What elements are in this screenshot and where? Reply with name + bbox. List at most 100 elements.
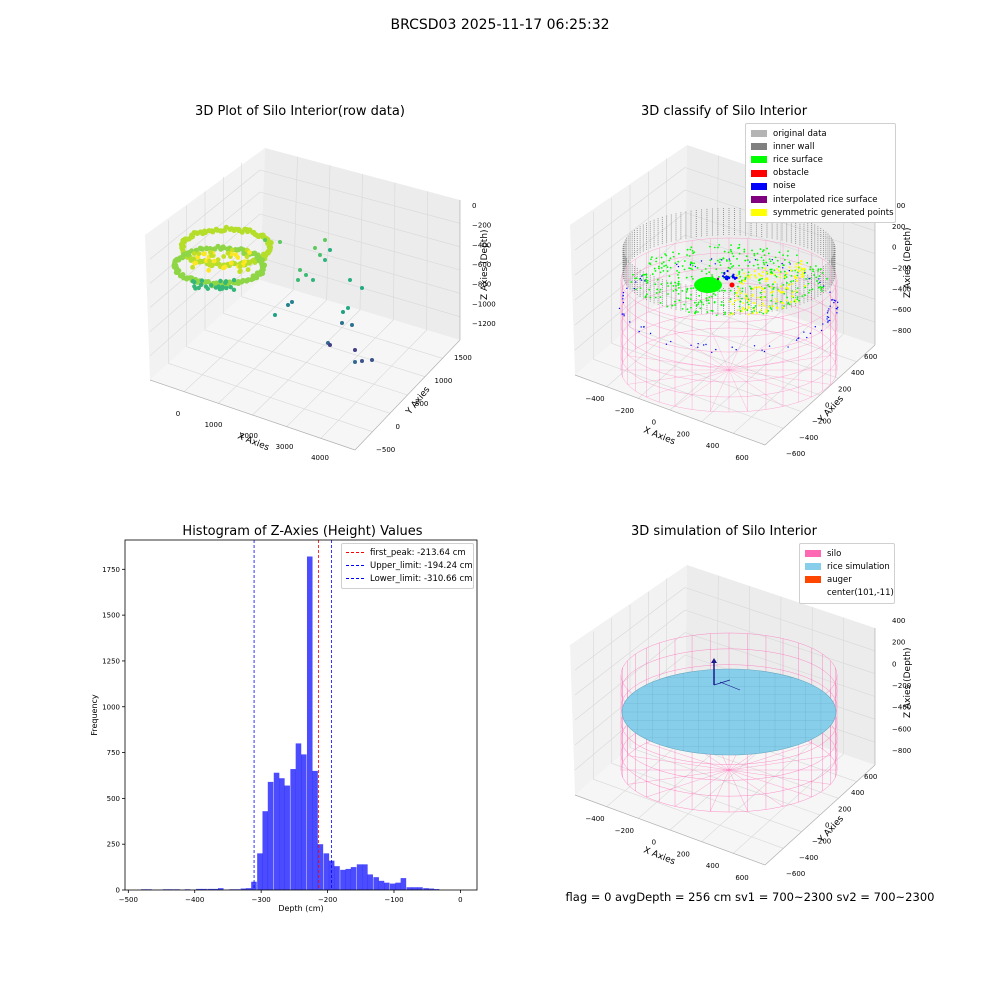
histogram-bar bbox=[196, 888, 202, 890]
tick-label: 600 bbox=[864, 773, 877, 781]
rice-surface-point bbox=[687, 297, 690, 300]
symmetric-point bbox=[745, 297, 748, 300]
noise-point bbox=[710, 258, 713, 260]
histogram-bar bbox=[323, 853, 330, 890]
rice-surface-point bbox=[658, 265, 660, 268]
rice-surface-point bbox=[693, 262, 695, 265]
noise-point bbox=[826, 316, 829, 318]
rice-surface-point bbox=[708, 264, 711, 267]
rice-surface-point bbox=[818, 275, 821, 277]
noise-point bbox=[723, 276, 726, 279]
rice-surface-point bbox=[752, 264, 755, 267]
rice-surface-point bbox=[704, 268, 707, 270]
noise-point bbox=[623, 313, 625, 315]
symmetric-point bbox=[791, 291, 794, 294]
rice-surface-point bbox=[738, 246, 741, 249]
rice-surface-point bbox=[691, 264, 694, 267]
symmetric-point bbox=[753, 286, 756, 289]
point bbox=[190, 264, 195, 270]
point bbox=[323, 238, 327, 242]
tick-label: 0 bbox=[825, 822, 829, 830]
rice-surface-point bbox=[750, 287, 752, 290]
raw-3d-axes-box bbox=[145, 148, 461, 451]
point bbox=[202, 251, 207, 257]
symmetric-point bbox=[736, 294, 739, 297]
noise-point bbox=[665, 343, 668, 345]
histogram-bar bbox=[279, 778, 285, 890]
tick-label: −200 bbox=[472, 222, 491, 230]
silo-spoke bbox=[728, 355, 831, 371]
symmetric-point bbox=[741, 282, 744, 285]
histogram-bar bbox=[433, 889, 440, 890]
symmetric-point bbox=[731, 303, 734, 306]
rice-surface-point bbox=[705, 299, 708, 302]
noise-point bbox=[640, 326, 642, 328]
rice-surface-point bbox=[649, 263, 652, 266]
rice-surface-point bbox=[727, 251, 730, 254]
rice-surface-point bbox=[738, 264, 740, 267]
rice-surface-point bbox=[688, 255, 691, 257]
point bbox=[224, 285, 229, 291]
rice-surface-point bbox=[753, 252, 756, 255]
histogram-bar bbox=[411, 887, 418, 890]
histogram-bar bbox=[295, 743, 302, 890]
rice-surface-point bbox=[668, 275, 671, 278]
tick-label: −600 bbox=[892, 306, 911, 314]
rice-surface-point bbox=[668, 259, 671, 262]
symmetric-point bbox=[771, 290, 774, 293]
rice-surface-point bbox=[708, 296, 711, 299]
rice-surface-point bbox=[744, 277, 747, 280]
rice-surface-point bbox=[666, 270, 669, 273]
noise-point bbox=[635, 281, 637, 283]
symmetric-point bbox=[800, 273, 803, 276]
tick-label: 500 bbox=[415, 400, 428, 408]
noise-point bbox=[726, 276, 729, 280]
point bbox=[273, 313, 277, 317]
noise-point bbox=[826, 318, 828, 320]
rice-surface-point bbox=[761, 250, 764, 253]
legend-item: original data bbox=[751, 127, 890, 140]
rice-surface-point bbox=[721, 289, 723, 292]
legend-label: auger bbox=[827, 574, 852, 585]
simulation-z-axis-label: Z Axies (Depth) bbox=[903, 647, 913, 718]
symmetric-point bbox=[756, 286, 759, 289]
rice-surface-point bbox=[674, 300, 676, 303]
y-tick-label: 1000 bbox=[102, 703, 120, 711]
histogram-x-axis-label: Depth (cm) bbox=[278, 904, 323, 913]
tick-label: 0 bbox=[892, 244, 896, 252]
point bbox=[267, 241, 273, 247]
rice-surface-point bbox=[821, 272, 824, 274]
rice-surface-point bbox=[728, 259, 731, 262]
rice-surface-point bbox=[691, 249, 694, 252]
noise-point bbox=[633, 287, 635, 290]
rice-surface-point bbox=[649, 296, 652, 299]
legend-label: rice simulation bbox=[827, 561, 890, 572]
rice-surface-point bbox=[809, 265, 812, 268]
point bbox=[350, 323, 354, 327]
symmetric-point bbox=[796, 279, 799, 282]
rice-surface-point bbox=[677, 276, 680, 279]
rice-surface-point bbox=[783, 305, 785, 307]
rice-surface-point bbox=[741, 287, 744, 290]
tick-label: 0 bbox=[396, 423, 400, 431]
simulation-x-ticks: −400 −200 0 200 400 600 bbox=[585, 815, 748, 882]
point bbox=[192, 260, 198, 266]
rice-surface-point bbox=[770, 270, 773, 273]
silo-spoke bbox=[646, 342, 730, 371]
histogram-bar bbox=[362, 864, 368, 890]
point bbox=[215, 257, 221, 263]
rice-surface-point bbox=[656, 278, 659, 281]
point bbox=[328, 248, 332, 252]
symmetric-point bbox=[800, 267, 803, 270]
rice-surface-point bbox=[767, 252, 770, 255]
symmetric-point bbox=[770, 286, 773, 289]
noise-point bbox=[814, 326, 817, 328]
symmetric-point bbox=[742, 306, 745, 309]
rice-surface-point bbox=[819, 285, 822, 288]
rice-surface-point bbox=[692, 277, 694, 280]
noise-point bbox=[787, 346, 789, 348]
back-left-pane bbox=[570, 565, 687, 795]
point bbox=[242, 259, 247, 265]
rice-surface-point bbox=[785, 276, 788, 278]
tick-label: −400 bbox=[799, 434, 818, 442]
